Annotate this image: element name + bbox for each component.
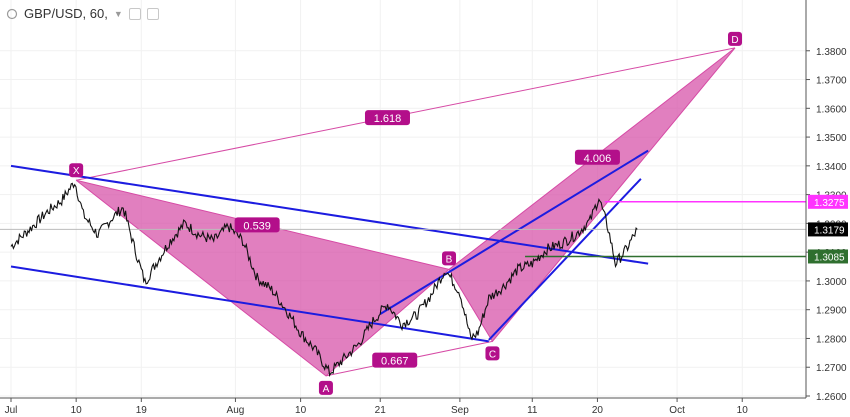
channel-line [10, 265, 489, 343]
point-label-bg [442, 251, 457, 266]
level-badge-text: 1.3275 [814, 198, 845, 209]
close-box-icon[interactable] [146, 7, 159, 20]
x-tick-label: 11 [527, 405, 538, 416]
price-line [10, 182, 638, 378]
point-label-b: B [442, 251, 457, 266]
y-tick-label: 1.2900 [816, 306, 847, 317]
point-label-d: D [728, 31, 742, 46]
ratio-label: 0.539 [234, 217, 280, 233]
x-tick-label: 19 [136, 405, 148, 416]
point-label-text: X [73, 166, 80, 177]
last-price-badge-bg [808, 222, 848, 237]
y-tick-label: 1.3500 [816, 133, 847, 144]
ratio-label-bg [574, 149, 620, 165]
point-label-c: C [485, 346, 500, 361]
ratio-label: 1.618 [364, 110, 410, 126]
ratio-label: 4.006 [574, 149, 620, 165]
point-label-bg [69, 163, 84, 178]
horizontal-levels [0, 201, 806, 258]
ratio-label-bg [372, 352, 418, 368]
point-label-text: D [731, 35, 738, 46]
y-tick-label: 1.3000 [816, 277, 847, 288]
level-badge: 1.3085 [808, 249, 848, 264]
y-tick-label: 1.3700 [816, 76, 847, 87]
settings-box-icon[interactable] [128, 7, 141, 20]
point-label-x: X [69, 163, 84, 178]
point-label-text: A [323, 384, 330, 395]
x-tick-label: 10 [737, 405, 749, 416]
x-tick-label: Jul [5, 405, 18, 416]
last-price-badge-text: 1.3179 [814, 225, 845, 236]
x-tick-label: 20 [592, 405, 604, 416]
x-tick-label: Aug [227, 405, 245, 416]
point-label-bg [728, 31, 742, 46]
point-label-bg [485, 346, 500, 361]
ratio-label: 0.667 [372, 352, 418, 368]
level-badge: 1.3275 [808, 194, 848, 209]
chart-header: GBP/USD, 60, ▼ [6, 6, 159, 21]
circle-icon[interactable] [6, 8, 18, 20]
last-price-badge: 1.3179 [808, 222, 848, 237]
ratio-label-bg [364, 110, 410, 126]
level-badge-bg [808, 194, 848, 209]
ratio-label-bg [234, 217, 280, 233]
y-tick-label: 1.3800 [816, 47, 847, 58]
pattern-triangle-xab [75, 179, 451, 377]
y-tick-label: 1.2600 [816, 392, 847, 403]
y-tick-label: 1.2800 [816, 334, 847, 345]
x-tick-label: 10 [295, 405, 307, 416]
channel-line [488, 178, 642, 341]
channel-line [10, 164, 649, 265]
ratio-label-text: 0.667 [381, 356, 409, 368]
x-tick-label: 10 [71, 405, 83, 416]
symbol-title[interactable]: GBP/USD, 60, [24, 6, 108, 21]
ratio-label-text: 1.618 [374, 113, 402, 125]
grid [0, 0, 806, 398]
ratio-label-text: 0.539 [243, 220, 271, 232]
level-badge-text: 1.3085 [814, 252, 845, 263]
y-tick-label: 1.3600 [816, 104, 847, 115]
point-label-text: B [446, 254, 453, 265]
x-tick-label: Oct [669, 405, 685, 416]
pattern-labels: 1.618 0.539 0.667 4.006 X A B C D [69, 31, 742, 395]
channel-line [379, 149, 649, 315]
x-tick-label: 21 [375, 405, 387, 416]
level-badge-bg [808, 249, 848, 264]
point-label-a: A [318, 380, 333, 395]
chevron-down-icon[interactable]: ▼ [113, 8, 123, 19]
y-tick-label: 1.2700 [816, 363, 847, 374]
x-tick-label: Sep [451, 405, 469, 416]
trend-channel [10, 149, 649, 343]
point-label-text: C [489, 349, 496, 360]
ratio-label-text: 4.006 [584, 153, 612, 165]
price-series [10, 182, 638, 378]
point-label-bg [318, 380, 333, 395]
y-tick-label: 1.3400 [816, 162, 847, 173]
